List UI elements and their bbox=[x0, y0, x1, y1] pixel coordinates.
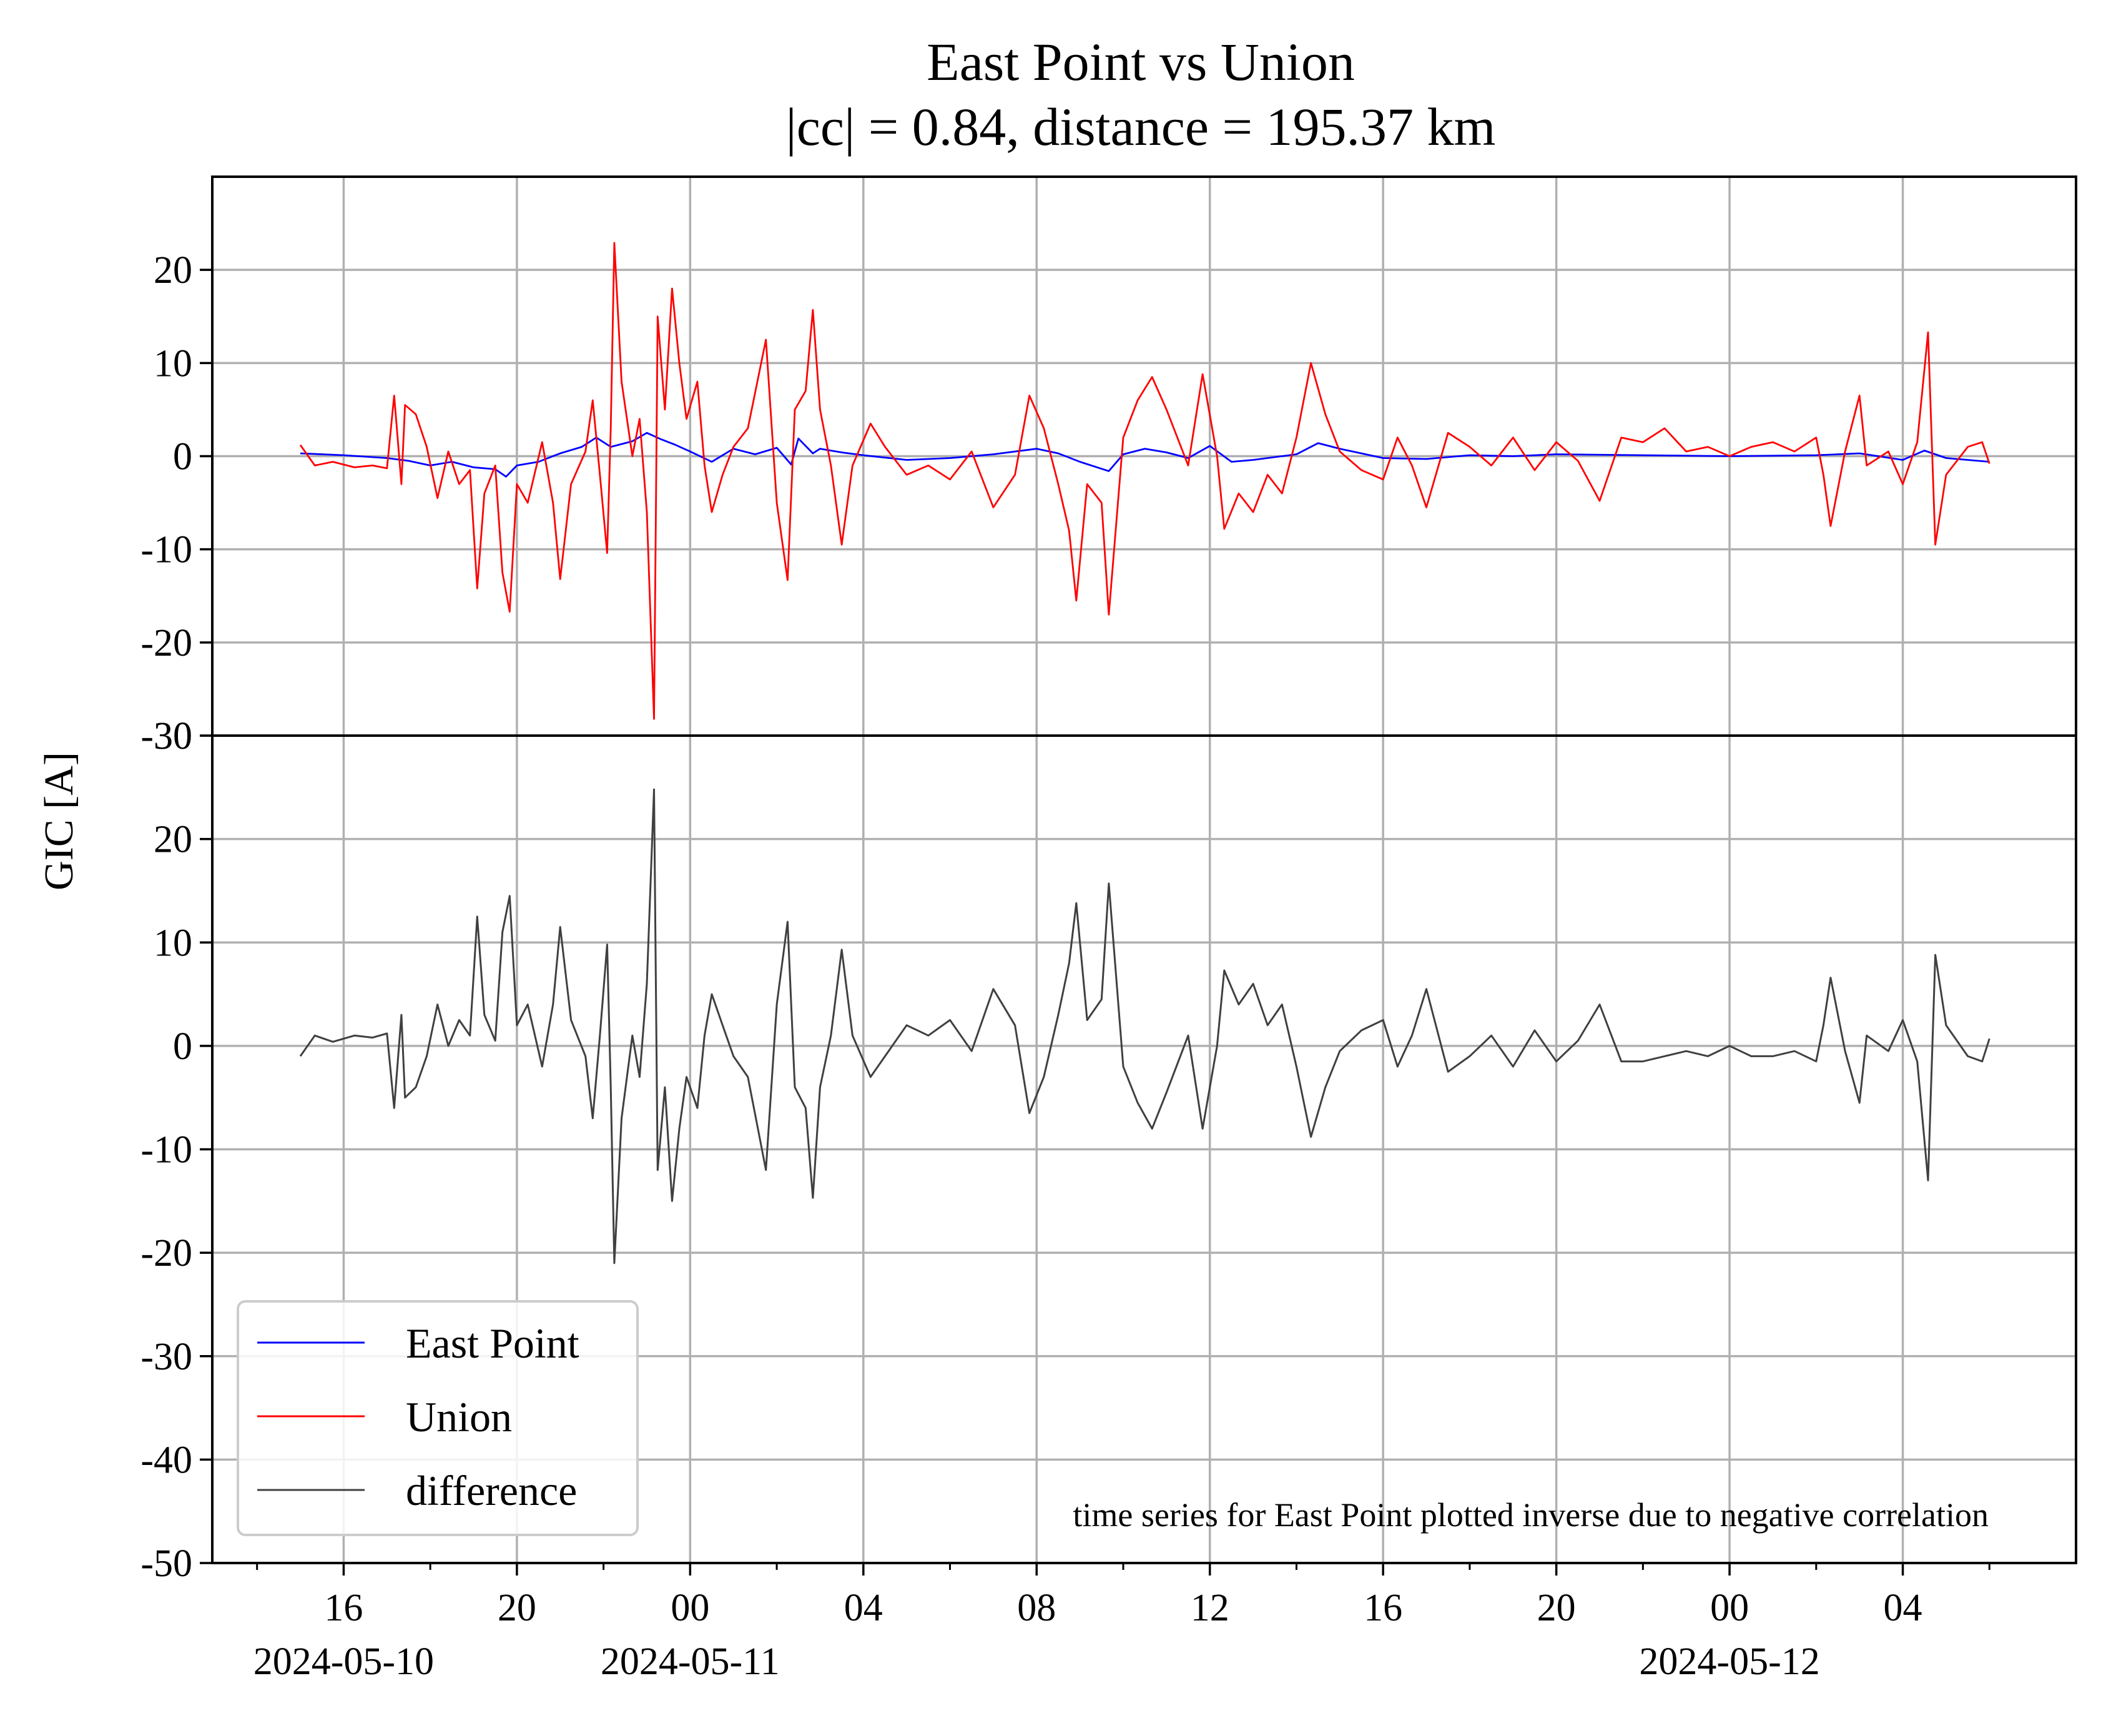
legend-label: difference bbox=[406, 1467, 577, 1514]
chart-title: East Point vs Union bbox=[927, 32, 1355, 92]
top-ytick-label: -10 bbox=[140, 529, 192, 571]
bottom-ytick-label: 10 bbox=[154, 922, 192, 964]
axes-frames bbox=[200, 175, 2077, 1576]
top-ytick-label: 20 bbox=[154, 249, 192, 292]
x-tick-label: 12 bbox=[1191, 1587, 1229, 1629]
bottom-ytick-label: -30 bbox=[140, 1336, 192, 1378]
bottom-ytick-label: 0 bbox=[173, 1025, 192, 1068]
y-tick-labels: -30 -20 -10 0 10 20 -50 -40 -30 -20 -10 0 10 20 30 bbox=[140, 249, 192, 1585]
bottom-panel-series bbox=[299, 788, 1990, 1265]
series-line-east-point bbox=[300, 432, 1990, 478]
bottom-ytick-label: -50 bbox=[140, 1542, 192, 1585]
x-tick-labels: 16 2024-05-10 20 00 2024-05-11 04 08 12 16 20 00 20… bbox=[253, 1587, 1922, 1683]
legend-box bbox=[237, 1300, 639, 1536]
series-line-union bbox=[299, 242, 1990, 720]
bottom-ytick-label: 20 bbox=[154, 819, 192, 861]
x-tick-label: 00 bbox=[1710, 1587, 1749, 1629]
x-tick-label: 16 bbox=[1364, 1587, 1402, 1629]
top-ytick-label: 0 bbox=[173, 436, 192, 478]
x-tick-label: 08 bbox=[1017, 1587, 1056, 1629]
bottom-panel-frame bbox=[211, 734, 2077, 1564]
x-tick-label: 04 bbox=[844, 1587, 883, 1629]
chart-subtitle: |cc| = 0.84, distance = 195.37 km bbox=[786, 97, 1496, 157]
series-line-difference bbox=[299, 788, 1990, 1265]
bottom-ytick-label: 30 bbox=[154, 715, 192, 757]
top-ytick-label: -30 bbox=[140, 715, 192, 757]
top-ytick-label: 10 bbox=[154, 342, 192, 385]
x-date-label: 2024-05-10 bbox=[253, 1640, 434, 1683]
inverse-note: time series for East Point plotted inver… bbox=[1073, 1496, 1989, 1534]
y-axis-label: GIC [A] bbox=[36, 752, 82, 890]
legend-label: Union bbox=[406, 1393, 512, 1441]
x-tick-label: 20 bbox=[498, 1587, 536, 1629]
bottom-ytick-label: -10 bbox=[140, 1129, 192, 1171]
bottom-ytick-label: -20 bbox=[140, 1232, 192, 1275]
x-date-label: 2024-05-12 bbox=[1639, 1640, 1819, 1683]
x-tick-label: 20 bbox=[1537, 1587, 1576, 1629]
legend-label: East Point bbox=[406, 1319, 579, 1367]
x-tick-label: 16 bbox=[324, 1587, 363, 1629]
x-tick-label: 00 bbox=[671, 1587, 709, 1629]
x-date-label: 2024-05-11 bbox=[601, 1640, 780, 1683]
top-panel-series bbox=[299, 242, 1990, 720]
top-ytick-label: -20 bbox=[140, 622, 192, 664]
legend: East Point Union difference bbox=[237, 1300, 639, 1536]
bottom-ytick-label: -40 bbox=[140, 1439, 192, 1481]
x-tick-label: 04 bbox=[1884, 1587, 1922, 1629]
